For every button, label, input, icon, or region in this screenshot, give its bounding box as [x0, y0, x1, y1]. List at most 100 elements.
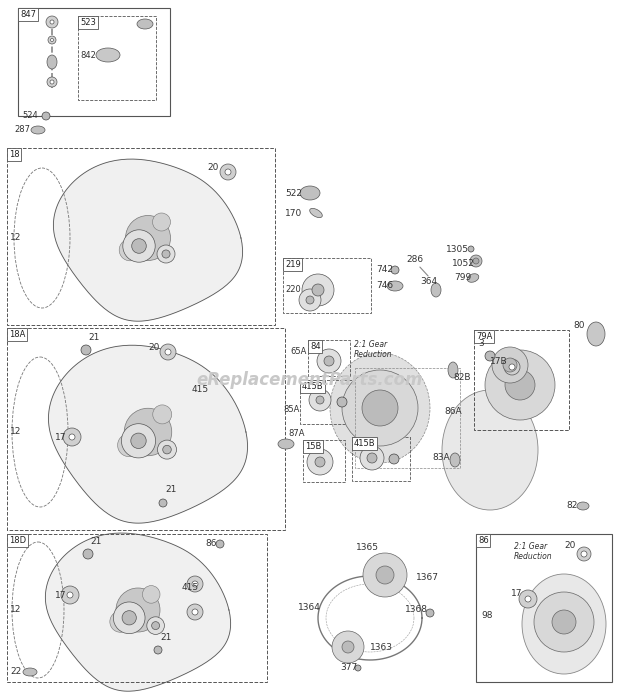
Text: 84: 84	[310, 342, 321, 351]
Text: 1305: 1305	[446, 245, 469, 254]
Text: 1052: 1052	[452, 258, 475, 267]
Circle shape	[376, 566, 394, 584]
Circle shape	[220, 164, 236, 180]
Circle shape	[165, 349, 171, 355]
Ellipse shape	[300, 186, 320, 200]
Text: 415B: 415B	[302, 382, 324, 391]
Text: 86: 86	[478, 536, 489, 545]
Text: 17: 17	[55, 590, 66, 599]
Text: 523: 523	[80, 18, 96, 27]
Text: 742: 742	[376, 265, 393, 274]
Circle shape	[504, 359, 520, 375]
Text: 2:1 Gear
Reduction: 2:1 Gear Reduction	[354, 340, 392, 360]
Text: 21: 21	[165, 486, 176, 495]
Circle shape	[225, 169, 231, 175]
Circle shape	[324, 356, 334, 366]
Circle shape	[505, 370, 535, 400]
Text: 286: 286	[406, 256, 423, 265]
Circle shape	[63, 428, 81, 446]
Circle shape	[426, 609, 434, 617]
Circle shape	[577, 547, 591, 561]
Text: 20: 20	[564, 541, 575, 550]
Text: 3: 3	[478, 340, 484, 349]
Ellipse shape	[137, 19, 153, 29]
Bar	[474, 330, 569, 430]
Circle shape	[363, 553, 407, 597]
Text: 12: 12	[10, 428, 21, 437]
Text: 87A: 87A	[288, 430, 304, 439]
Text: 364: 364	[420, 277, 437, 286]
Bar	[283, 258, 371, 313]
Circle shape	[50, 20, 54, 24]
Circle shape	[122, 611, 136, 625]
Ellipse shape	[442, 390, 538, 510]
Circle shape	[367, 453, 377, 463]
Text: 21: 21	[160, 633, 171, 642]
Circle shape	[485, 350, 555, 420]
Ellipse shape	[522, 574, 606, 674]
Circle shape	[306, 296, 314, 304]
Circle shape	[485, 351, 495, 361]
Circle shape	[42, 112, 50, 120]
Bar	[308, 340, 350, 376]
Text: 20: 20	[207, 164, 218, 173]
Circle shape	[153, 213, 171, 231]
Text: 20: 20	[148, 344, 159, 353]
Circle shape	[355, 665, 361, 671]
Text: 80: 80	[573, 322, 585, 331]
Circle shape	[581, 551, 587, 557]
Circle shape	[154, 646, 162, 654]
Circle shape	[299, 289, 321, 311]
Circle shape	[83, 549, 93, 559]
Circle shape	[492, 347, 528, 383]
Text: 220: 220	[285, 286, 301, 295]
Circle shape	[116, 588, 160, 632]
Circle shape	[503, 358, 517, 372]
Text: 12: 12	[10, 234, 21, 243]
Polygon shape	[45, 533, 231, 691]
Ellipse shape	[31, 126, 45, 134]
Text: 21: 21	[88, 333, 99, 342]
Bar	[300, 380, 358, 424]
Text: 415: 415	[192, 385, 209, 394]
Text: 18: 18	[9, 150, 20, 159]
Circle shape	[332, 631, 364, 663]
Circle shape	[307, 449, 333, 475]
Polygon shape	[53, 159, 242, 321]
Text: 65A: 65A	[290, 347, 306, 356]
Text: 415: 415	[182, 584, 199, 593]
Text: eReplacementParts.com: eReplacementParts.com	[197, 371, 423, 389]
Circle shape	[48, 36, 56, 44]
Text: 15B: 15B	[305, 442, 321, 451]
Text: 746: 746	[376, 281, 393, 290]
Ellipse shape	[450, 453, 460, 467]
Ellipse shape	[310, 209, 322, 218]
Circle shape	[315, 457, 325, 467]
Circle shape	[46, 16, 58, 28]
Text: 82B: 82B	[453, 374, 471, 383]
Ellipse shape	[278, 439, 294, 449]
Circle shape	[391, 266, 399, 274]
Text: 1365: 1365	[356, 543, 379, 552]
Ellipse shape	[47, 55, 57, 69]
Circle shape	[162, 250, 170, 258]
Circle shape	[192, 581, 198, 587]
Ellipse shape	[387, 281, 403, 291]
Text: 18D: 18D	[9, 536, 26, 545]
Text: 18A: 18A	[9, 330, 25, 339]
Circle shape	[309, 389, 331, 411]
Bar	[303, 440, 345, 482]
Circle shape	[187, 576, 203, 592]
Text: 415B: 415B	[354, 439, 376, 448]
Circle shape	[362, 390, 398, 426]
Text: 2:1 Gear
Reduction: 2:1 Gear Reduction	[514, 542, 552, 561]
Circle shape	[50, 80, 54, 84]
Circle shape	[519, 590, 537, 608]
Circle shape	[159, 499, 167, 507]
Text: 21: 21	[90, 538, 102, 547]
Ellipse shape	[577, 502, 589, 510]
Circle shape	[131, 433, 146, 448]
Circle shape	[468, 246, 474, 252]
Text: 1364: 1364	[298, 604, 321, 613]
Bar	[7, 328, 285, 530]
